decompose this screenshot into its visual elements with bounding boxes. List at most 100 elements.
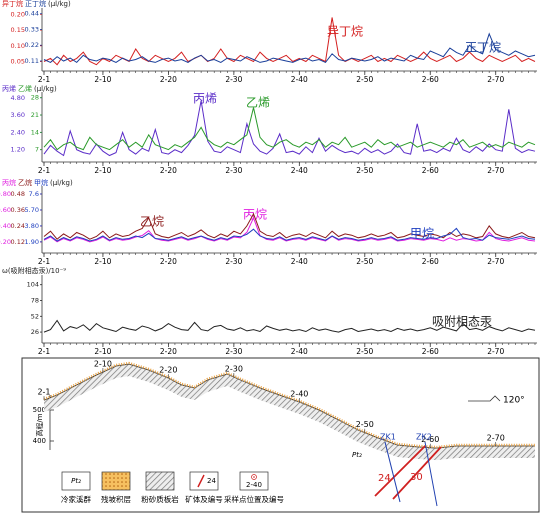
y-tick-label: 0.20 [11,10,25,18]
y-tick-label: 2.40 [11,128,25,136]
y-tick-label: 0.44 [25,10,39,18]
y-tick-label: 500 [33,406,46,414]
axis-title: 异丁烷 [2,0,23,8]
x-tick-label: 2-70 [487,75,504,84]
ore-label: 24 [378,473,391,484]
series-annotation: 乙烯 [246,96,270,110]
azimuth-label: 120° [503,396,525,406]
axis-title: (μl/kg) [50,179,73,187]
axis-title: 甲烷 [34,178,48,187]
x-tick-label: 2-20 [160,347,177,356]
y-tick-label: 7.6 [29,190,39,198]
legend-swatch [239,471,269,491]
axis-title: (μl/kg) [48,0,71,8]
legend-ore [197,474,205,488]
x-tick-label: 2-70 [487,257,504,266]
x-tick-label: 2-40 [291,347,308,356]
drill-label: ZK2 [416,433,432,442]
x-tick-label: 2-60 [422,257,439,266]
ore-body [392,446,442,500]
axis-title: 乙烷 [18,178,32,187]
sample-label: 2-70 [487,433,505,442]
x-tick-label: 2-60 [422,166,439,175]
x-tick-label: 2-10 [94,75,111,84]
axis-title: 乙烯 [18,84,32,93]
y-tick-label: 5.70 [25,206,39,214]
legend-swatch [189,471,219,491]
series-line [43,32,536,64]
legend-label: 采样点位置及编号 [224,494,284,504]
x-tick-label: 2-70 [487,347,504,356]
x-tick-label: 2-1 [38,166,50,175]
x-tick-label: 2-60 [422,347,439,356]
x-tick-label: 2-1 [38,347,50,356]
x-tick-label: 2-30 [225,75,242,84]
x-tick-label: 2-40 [291,257,308,266]
slate-layer [44,364,535,461]
y-tick-label: 3.80 [25,222,39,230]
series-annotation: 吸附相态汞 [432,315,492,329]
legend-swatch [101,471,131,491]
axis-title: 丙烷 [2,178,16,187]
legend-point [251,474,257,480]
y-tick-label: 400 [33,437,46,445]
legend-symbol: 2-40 [246,481,262,489]
x-tick-label: 2-10 [94,166,111,175]
axis-title: 丙烯 [2,84,16,93]
x-tick-label: 2-50 [356,166,373,175]
x-tick-label: 2-50 [356,257,373,266]
azimuth-arrow [468,395,501,402]
y-tick-label: 7 [35,146,39,154]
y-tick-label: 104 [27,281,39,289]
axis-title: (μl/kg) [34,85,57,93]
legend-symbol: 24 [207,477,216,485]
series-annotation: 异丁烷 [327,25,363,39]
x-tick-label: 2-50 [356,347,373,356]
y-tick-label: 52 [31,312,39,320]
sample-label: 2-10 [94,359,112,368]
y-tick-label: 0.15 [11,26,25,34]
x-tick-label: 2-40 [291,75,308,84]
y-tick-label: 0.60 [0,206,11,214]
sample-label: 2-50 [356,420,374,429]
regolith [43,361,535,449]
x-tick-label: 2-20 [160,75,177,84]
x-tick-label: 2-10 [94,347,111,356]
sample-label: 2-20 [159,366,177,375]
series-line [43,100,536,157]
y-tick-label: 1.20 [11,146,25,154]
x-tick-label: 2-40 [291,166,308,175]
series-line [43,216,536,243]
sample-label: 2-30 [225,364,243,373]
sample-label: 2-40 [290,389,308,398]
x-tick-label: 2-60 [422,75,439,84]
x-tick-label: 2-30 [225,347,242,356]
y-tick-label: 4.80 [11,94,25,102]
ore-label: 30 [410,472,423,483]
series-annotation: 丙烯 [193,92,217,106]
y-tick-label: 0.80 [0,190,11,198]
legend-label: 矿体及编号 [185,494,223,504]
x-tick-label: 2-30 [225,166,242,175]
axis-title: 正丁烷 [25,0,46,8]
legend-swatch [61,471,91,491]
legend-symbol: Pt₂ [71,477,81,485]
y-tick-label: 0.33 [25,25,39,33]
series-line [43,17,536,66]
legend-swatch [145,471,175,491]
x-tick-label: 2-20 [160,257,177,266]
series-line [43,107,536,151]
section-frame [21,357,540,513]
y-tick-label: 21 [31,111,39,119]
y-tick-label: 0.05 [11,58,25,66]
y-tick-label: 0.24 [11,222,25,230]
y-tick-label: 0.36 [11,206,25,214]
legend-label: 冷家溪群 [61,494,91,504]
series-annotation: 乙烷 [140,215,164,229]
formation-label: Pt₂ [352,451,362,459]
sample-label: 2-1 [37,388,50,397]
legend-label: 粉砂质板岩 [141,494,179,504]
y-tick-label: 26 [31,328,39,336]
series-line [43,212,536,240]
